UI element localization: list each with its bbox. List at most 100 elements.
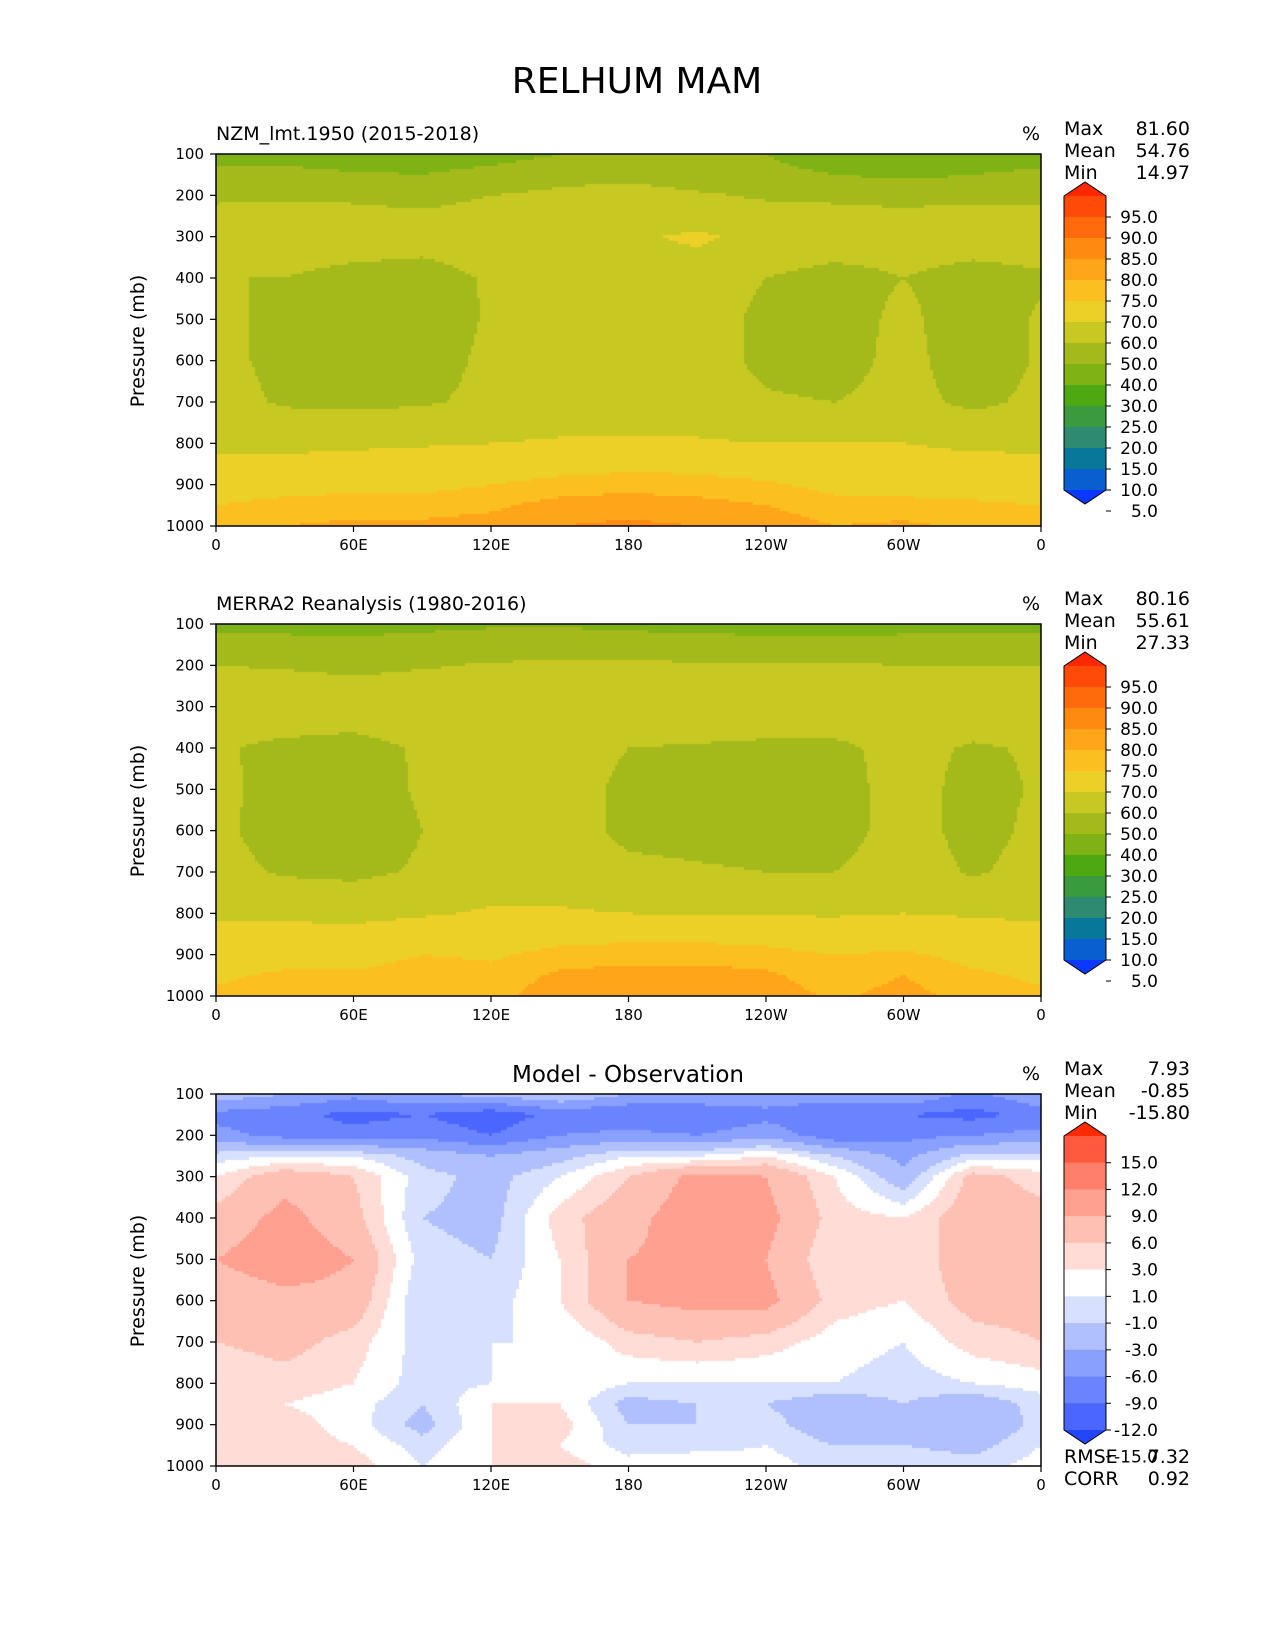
colorbar-swatch [1064,427,1106,449]
y-tick-label: 100 [175,145,204,163]
x-tick-label: 180 [614,536,643,554]
contour-field [216,624,1041,996]
stat-value-min: 14.97 [1136,162,1190,184]
panel-model: NZM_lmt.1950 (2015-2018) % 0 60E 120E 180 12… [127,118,1190,554]
x-tick-label: 180 [614,1476,643,1494]
y-tick-label: 1000 [166,987,204,1005]
colorbar-label: 6.0 [1131,1234,1158,1254]
y-tick-label: 100 [175,615,204,633]
x-tick-label: 60W [887,1476,921,1494]
y-tick-label: 200 [175,656,204,674]
stat-label-max: Max [1064,1058,1103,1080]
stat-value-mean: 55.61 [1136,610,1190,632]
colorbar-swatch [1064,280,1106,302]
colorbar-label: 15.0 [1120,930,1158,950]
x-tick-label: 0 [1036,536,1046,554]
colorbar: 95.090.085.080.075.070.060.050.040.030.0… [1063,651,1158,992]
y-axis-label: Pressure (mb) [127,1215,149,1348]
x-tick-label: 0 [211,1006,221,1024]
y-tick-label: 600 [175,352,204,370]
y-tick-label: 800 [175,904,204,922]
units-label: % [1022,123,1040,145]
colorbar-label: 20.0 [1120,909,1158,929]
colorbar-label: 95.0 [1120,208,1158,228]
colorbar-label: 50.0 [1120,825,1158,845]
x-tick-label: 60E [339,1476,368,1494]
colorbar-label: 90.0 [1120,229,1158,249]
colorbar-swatch [1064,1269,1106,1297]
colorbar-swatch [1064,406,1106,428]
x-tick-label: 120E [472,1006,510,1024]
colorbar-swatch [1064,708,1106,730]
colorbar-swatch [1064,1376,1106,1404]
colorbar-swatch [1064,792,1106,814]
colorbar-swatch [1064,259,1106,281]
figure-title: RELHUM MAM [512,61,763,102]
y-tick-label: 800 [175,1374,204,1392]
stat-value-corr: 0.92 [1148,1468,1190,1490]
y-tick-label: 400 [175,739,204,757]
x-axis-ticks: 0 60E 120E 180 120W 60W 0 [211,1466,1046,1494]
x-tick-label: 60E [339,1006,368,1024]
y-tick-label: 400 [175,1209,204,1227]
colorbar-swatch [1064,666,1106,688]
y-tick-label: 600 [175,822,204,840]
colorbar-label: 70.0 [1120,783,1158,803]
colorbar-swatch [1064,876,1106,898]
y-tick-label: 300 [175,1168,204,1186]
colorbar-label: 10.0 [1120,481,1158,501]
stat-label-mean: Mean [1064,140,1116,162]
contour-field [216,1094,1041,1466]
x-tick-label: 60W [887,1006,921,1024]
y-tick-label: 500 [175,780,204,798]
stat-value-rmse: 7.32 [1148,1446,1190,1468]
colorbar-label: -3.0 [1125,1341,1158,1361]
y-tick-label: 200 [175,186,204,204]
colorbar-swatch [1064,322,1106,344]
colorbar-label: 85.0 [1120,720,1158,740]
x-tick-label: 180 [614,1006,643,1024]
colorbar-swatch [1064,1323,1106,1351]
stat-label-min: Min [1064,632,1098,654]
colorbar-swatch [1064,1403,1106,1431]
colorbar: 15.0 12.0 9.0 6.0 3.0 1.0 -1.0 -3.0 -6.0 -9.0 -12.… [1063,1121,1158,1468]
panel-title: Model - Observation [512,1062,744,1088]
x-axis-ticks: 0 60E 120E 180 120W 60W 0 [211,526,1046,554]
colorbar-swatch [1064,771,1106,793]
x-tick-label: 120W [744,1476,788,1494]
x-tick-label: 120W [744,536,788,554]
colorbar-extend-min [1064,960,1106,974]
colorbar-label: 85.0 [1120,250,1158,270]
colorbar-swatch [1064,1136,1106,1164]
y-tick-label: 1000 [166,517,204,535]
colorbar-label: 12.0 [1120,1180,1158,1200]
stats-block: Max 7.93 Mean -0.85 Min -15.80 [1064,1058,1190,1124]
colorbar-swatch [1064,918,1106,940]
colorbar-label: 70.0 [1120,313,1158,333]
colorbar-label: 60.0 [1120,334,1158,354]
colorbar-swatch [1064,238,1106,260]
x-tick-label: 0 [1036,1476,1046,1494]
y-tick-label: 800 [175,434,204,452]
stat-label-min: Min [1064,1102,1098,1124]
units-label: % [1022,1063,1040,1085]
skill-stats: RMSE 7.32 CORR 0.92 [1064,1446,1190,1490]
stat-value-mean: 54.76 [1136,140,1190,162]
stat-value-max: 80.16 [1136,588,1190,610]
stat-value-max: 7.93 [1148,1058,1190,1080]
colorbar-label: 80.0 [1120,741,1158,761]
colorbar-swatch [1064,1162,1106,1190]
colorbar-label: -6.0 [1125,1368,1158,1388]
colorbar-swatch [1064,1242,1106,1271]
colorbar-swatch [1064,1216,1106,1244]
x-tick-label: 60E [339,536,368,554]
colorbar-swatch [1064,343,1106,365]
colorbar-label: 9.0 [1131,1207,1158,1227]
y-tick-label: 700 [175,863,204,881]
colorbar-extend-max [1064,652,1106,666]
colorbar-swatch [1064,939,1106,961]
colorbar-label: 75.0 [1120,762,1158,782]
colorbar-swatch [1064,196,1106,218]
colorbar-label: 30.0 [1120,867,1158,887]
colorbar-label: 90.0 [1120,699,1158,719]
